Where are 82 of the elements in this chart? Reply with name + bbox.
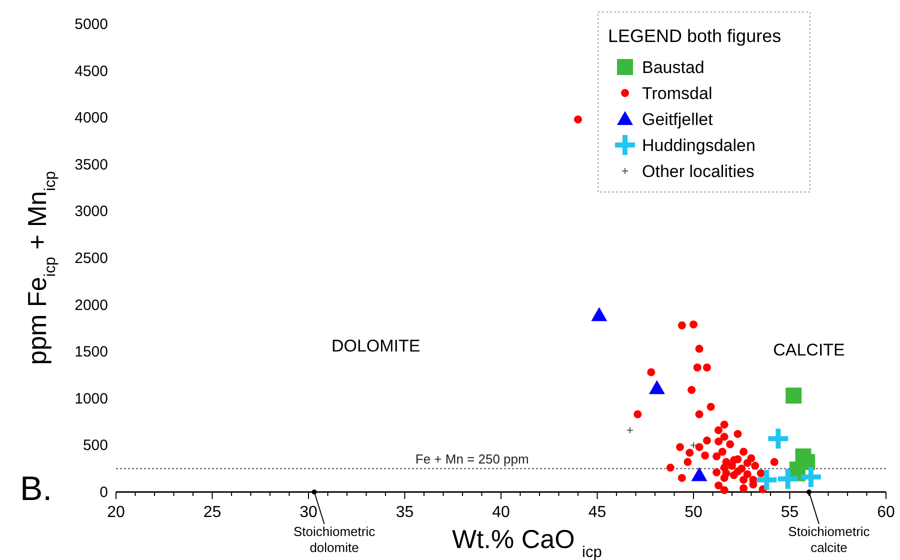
point: [702, 436, 711, 445]
point: [626, 426, 634, 434]
annotation: DOLOMITE: [331, 336, 420, 356]
x-tick-label: 25: [203, 504, 222, 521]
point: [740, 448, 748, 456]
y-tick-label: 0: [100, 484, 108, 501]
point: [726, 440, 734, 448]
point: [648, 380, 665, 394]
point: [714, 426, 723, 434]
point: [712, 468, 721, 476]
point: [712, 452, 721, 460]
x-tick-label: 60: [877, 504, 895, 521]
point: [730, 471, 738, 480]
y-tick-label: 3000: [74, 203, 108, 220]
point: [720, 474, 728, 482]
point: [734, 455, 742, 464]
x-axis-title: Wt.% CaO $_{icp}$: [452, 524, 602, 560]
point: [574, 115, 582, 124]
legend-label: Huddingsdalen: [642, 136, 756, 155]
point: [720, 420, 728, 429]
point: [691, 467, 708, 482]
x-tick-label: 45: [588, 504, 606, 521]
point: [718, 448, 726, 456]
point: [684, 458, 692, 466]
point: [695, 443, 704, 452]
point: [756, 469, 765, 478]
annotation: CALCITE: [773, 340, 845, 360]
point: [686, 448, 694, 457]
point: [690, 442, 697, 449]
point: [720, 486, 728, 494]
y-tick-label: 1500: [74, 344, 108, 361]
y-tick-label: 2000: [74, 296, 108, 314]
point: [591, 307, 608, 322]
point: [688, 386, 696, 394]
point: [678, 474, 686, 482]
point: [770, 458, 778, 466]
point: [690, 320, 698, 328]
point: [702, 364, 711, 372]
point: [701, 451, 710, 460]
x-tick-label: 30: [300, 504, 318, 521]
y-tick-label: 4500: [74, 62, 108, 80]
legend-title: LEGEND both figures: [608, 26, 782, 46]
legend-label: Tromsdal: [642, 84, 712, 103]
point: [678, 321, 686, 330]
point: [634, 410, 642, 418]
point: [647, 368, 656, 376]
point: [695, 410, 704, 418]
point: [749, 480, 758, 489]
x-tick-label: 35: [396, 504, 414, 521]
point: [695, 344, 704, 353]
point: [728, 462, 736, 470]
point: [734, 430, 742, 438]
point: [693, 364, 702, 372]
legend-label: Other localities: [642, 162, 754, 181]
y-tick-label: 5000: [74, 16, 108, 33]
x-tick-label: 55: [780, 504, 799, 521]
point: [720, 432, 728, 441]
annotation: Stoichiometric dolomite: [293, 524, 376, 555]
y-tick-label: 1000: [74, 390, 108, 408]
point: [666, 464, 674, 472]
x-tick-label: 40: [492, 504, 510, 521]
legend-label: Baustad: [642, 58, 704, 77]
annotation: Stoichiometric calcite: [788, 524, 870, 555]
text: B.: [20, 470, 52, 508]
point: [743, 458, 752, 467]
point: [740, 484, 748, 492]
point: [740, 476, 748, 484]
point: [743, 470, 752, 478]
point: [714, 481, 723, 490]
x-tick-label: 20: [107, 504, 125, 521]
point: [706, 402, 715, 411]
point: [751, 462, 760, 470]
point: [714, 437, 723, 446]
y-tick-label: 3500: [74, 156, 108, 174]
y-tick-label: 2500: [74, 250, 108, 267]
x-tick-label: 50: [684, 504, 702, 521]
y-tick-label: 500: [82, 437, 108, 454]
point: [676, 443, 684, 452]
legend-label: Geitfjellet: [642, 110, 714, 129]
y-tick-label: 4000: [74, 110, 108, 127]
point: [786, 388, 802, 404]
ref-line-label: Fe + Mn = 250 ppm: [415, 452, 529, 467]
